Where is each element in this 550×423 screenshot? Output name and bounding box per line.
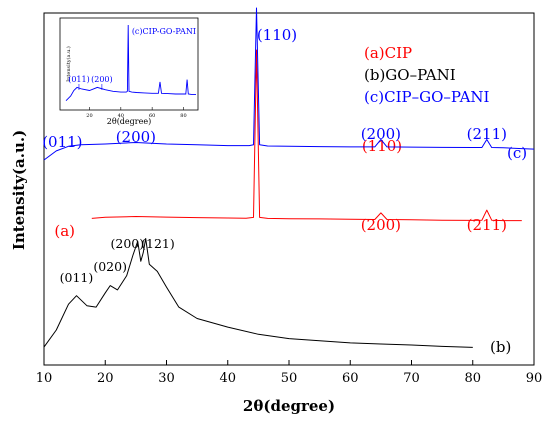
series-line xyxy=(91,49,522,222)
peak-label: (211) xyxy=(467,125,507,143)
legend-item-c: (c)CIP–GO–PANI xyxy=(364,88,490,106)
x-tick-label-80: 80 xyxy=(464,371,481,386)
peak-label: (020) xyxy=(93,259,127,274)
curve-label: (b) xyxy=(490,338,511,356)
peak-label: (110) xyxy=(362,137,402,155)
series-line xyxy=(43,7,535,161)
legend-item-b: (b)GO–PANI xyxy=(364,66,456,84)
peak-label: (200) xyxy=(116,128,156,146)
inset-x-tick-label-60: 60 xyxy=(149,113,155,119)
x-tick-label-20: 20 xyxy=(97,371,114,386)
peak-label: (121) xyxy=(141,236,175,251)
inset-plot: (c)CIP-GO-PANI 2θ(degree) Intensity(a.u.… xyxy=(59,17,199,126)
x-tick-label-60: 60 xyxy=(342,371,359,386)
x-tick-label-50: 50 xyxy=(281,371,298,386)
legend: (a)CIP (b)GO–PANI (c)CIP–GO–PANI xyxy=(364,44,490,106)
peak-label: (200) xyxy=(110,236,144,251)
series-layer: (a)(110)(200) (211)(b)(011)(020)(200)(121… xyxy=(42,7,535,356)
x-axis-title: 2θ(degree) xyxy=(243,397,335,415)
curve-label: (c) xyxy=(507,144,527,162)
legend-item-a: (a)CIP xyxy=(364,44,412,62)
x-tick-label-70: 70 xyxy=(403,371,420,386)
inset-x-axis-label: 2θ(degree) xyxy=(107,117,151,126)
inset-peak-label: (011) xyxy=(68,75,90,84)
inset-y-axis-label: Intensity(a.u.) xyxy=(65,46,72,82)
curve-label: (a) xyxy=(54,222,75,240)
series-c: (c)(011) (200)(110)(200) (211) xyxy=(42,7,535,162)
inset-x-tick-label-40: 40 xyxy=(118,113,124,119)
series-a: (a)(110)(200) (211) xyxy=(54,49,522,240)
series-line xyxy=(43,238,473,348)
peak-label: (211) xyxy=(467,216,507,234)
x-tick-label-10: 10 xyxy=(36,371,53,386)
peak-label: (011) xyxy=(60,270,94,285)
inset-peak-label: (200) xyxy=(91,75,113,84)
x-tick-label-40: 40 xyxy=(219,371,236,386)
peak-label: (110) xyxy=(257,26,297,44)
peak-label: (200) xyxy=(361,216,401,234)
x-tick-label-30: 30 xyxy=(158,371,175,386)
series-b: (b) (011)(020) (200)(121) xyxy=(43,236,511,356)
y-axis-title: Intensity(a.u.) xyxy=(10,130,28,250)
x-tick-label-90: 90 xyxy=(526,371,543,386)
inset-x-tick-label-80: 80 xyxy=(180,113,186,119)
inset-series-line xyxy=(65,24,196,102)
inset-x-tick-label-20: 20 xyxy=(86,113,92,119)
x-axis-ticks: 10 20 30 40 50 60 70 80 90 xyxy=(36,360,543,386)
peak-label: (011) xyxy=(42,133,82,151)
inset-series-label: (c)CIP-GO-PANI xyxy=(132,27,196,36)
peak-label: (200) xyxy=(361,125,401,143)
